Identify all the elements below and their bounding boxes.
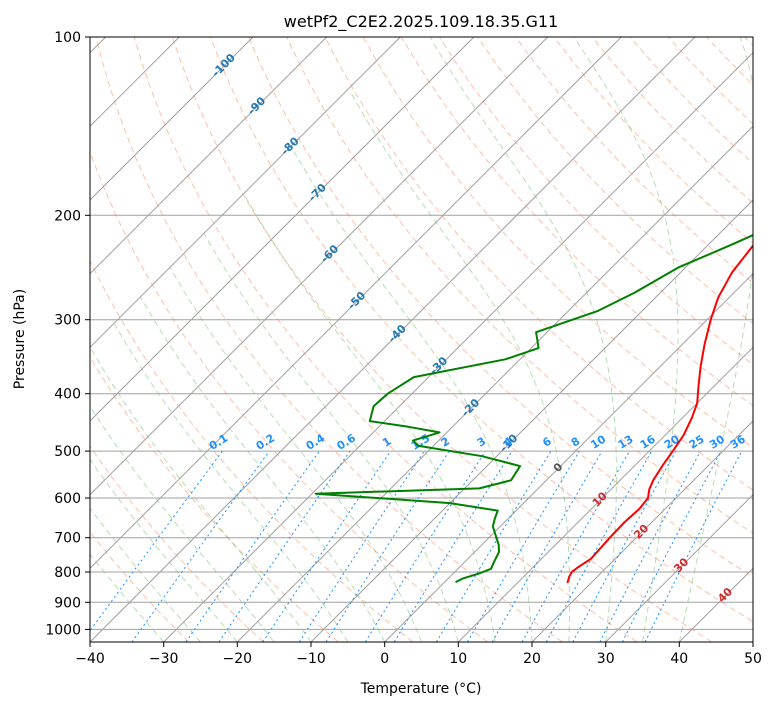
dry-adiabat-line	[248, 37, 753, 578]
moist-adiabat-line	[90, 507, 201, 642]
x-tick-label: −20	[223, 651, 253, 667]
dry-adiabat-line	[210, 37, 753, 623]
moist-adiabat-line	[292, 149, 533, 642]
isotherm-line	[90, 37, 328, 275]
y-axis-ticks: 1000 900 800 700 600 500 400 300 200 100	[45, 30, 90, 638]
moist-adiabat-line	[429, 37, 617, 642]
y-tick-label: 500	[54, 444, 81, 460]
moist-adiabat-line	[203, 233, 459, 642]
moist-adiabat-line	[90, 405, 275, 642]
x-tick-label: 10	[449, 651, 467, 667]
mixing-ratio-line	[621, 450, 722, 642]
y-axis-label: Pressure (hPa)	[12, 289, 28, 389]
mixing-ratio-line	[185, 450, 320, 642]
mixing-ratio-line	[325, 450, 450, 642]
y-tick-label: 400	[54, 387, 81, 403]
moist-adiabat-line	[351, 94, 571, 642]
mixing-ratio-lines	[90, 450, 743, 642]
y-tick-label: 900	[54, 595, 81, 611]
y-tick-label: 700	[54, 531, 81, 547]
isotherm-line	[90, 37, 254, 201]
isotherm-line	[236, 125, 753, 642]
mixing-ratio-line	[491, 450, 603, 642]
isotherm-line	[310, 199, 753, 642]
x-tick-label: 30	[597, 651, 615, 667]
x-tick-label: 40	[670, 651, 688, 667]
isotherm-line	[90, 37, 622, 570]
mixing-ratio-line	[435, 450, 552, 642]
moist-adiabat-line	[90, 458, 238, 642]
moist-adiabat-line	[114, 323, 349, 642]
x-tick-label: −30	[149, 651, 179, 667]
mixing-ratio-line	[521, 450, 630, 642]
moist-adiabats	[90, 37, 753, 642]
isotherm-line	[531, 420, 753, 642]
isotherm-line	[90, 37, 475, 422]
mixing-ratio-line	[572, 450, 677, 642]
dry-adiabat-line	[515, 37, 753, 284]
plot-frame	[89, 36, 754, 643]
x-tick-label: −10	[296, 651, 326, 667]
x-axis-ticks: −40 −30 −20 −10 0 10 20 30 40 50	[75, 642, 762, 667]
pressure-gridlines	[90, 37, 753, 630]
temperature-profile-line	[566, 243, 753, 584]
isotherm-line	[384, 272, 753, 642]
profile-lines	[314, 234, 753, 584]
dry-adiabat-line	[286, 37, 753, 534]
isotherms	[90, 37, 753, 642]
y-tick-label: 800	[54, 565, 81, 581]
mixing-ratio-line	[364, 450, 486, 642]
moist-adiabat-line	[678, 37, 753, 642]
mixing-ratio-line	[393, 450, 513, 642]
x-tick-label: 20	[523, 651, 541, 667]
x-tick-label: −40	[75, 651, 105, 667]
dry-adiabat-line	[324, 37, 753, 491]
x-axis-label: Temperature (°C)	[360, 681, 482, 697]
plot-area: -100-90-80-70-60-50-40-30-20-10010203040…	[90, 37, 753, 642]
y-tick-label: 1000	[45, 622, 81, 638]
isotherm-line	[90, 37, 401, 349]
isotherm-line	[90, 37, 549, 496]
mixing-ratio-line	[545, 450, 653, 642]
y-tick-label: 600	[54, 491, 81, 507]
x-tick-label: 0	[380, 651, 389, 667]
moist-adiabat-line	[140, 297, 386, 642]
y-tick-label: 200	[54, 208, 81, 224]
moist-adiabat-line	[573, 37, 679, 642]
dry-adiabat-line	[171, 37, 712, 642]
moist-adiabat-line	[90, 347, 312, 642]
mixing-ratio-line	[90, 450, 223, 632]
dry-adiabat-line	[90, 259, 414, 642]
x-tick-label: 50	[744, 651, 762, 667]
isotherm-line	[90, 37, 696, 642]
mixing-ratio-line	[467, 450, 580, 642]
moist-adiabat-line	[244, 195, 496, 642]
mixing-ratio-line	[644, 450, 743, 642]
dry-adiabat-line	[133, 37, 638, 642]
dry-adiabat-line	[95, 37, 563, 642]
mixing-ratio-line	[599, 450, 701, 642]
dry-adiabat-line	[90, 445, 264, 642]
mixing-ratio-line	[131, 450, 270, 642]
y-tick-label: 100	[54, 30, 81, 46]
isotherm-line	[605, 493, 753, 642]
isotherm-line	[457, 346, 753, 642]
moist-adiabat-line	[169, 267, 422, 642]
mixing-ratio-line	[298, 450, 425, 642]
isotherm-line	[163, 51, 753, 642]
chart-title: wetPf2_C2E2.2025.109.18.35.G11	[284, 12, 558, 32]
dewpoint-profile-line	[314, 234, 753, 583]
y-tick-label: 300	[54, 313, 81, 329]
moist-adiabat-line	[90, 553, 165, 642]
